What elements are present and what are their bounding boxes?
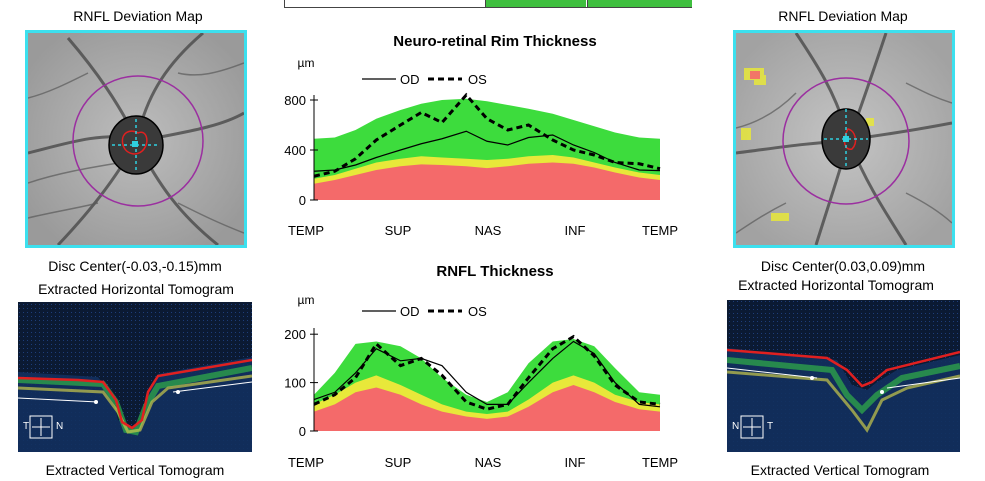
right-tomogram-image <box>727 300 960 452</box>
rnfl-xtick-label: SUP <box>385 455 412 470</box>
rim-ytick-label: 800 <box>284 93 306 108</box>
right-orientation-left: N <box>732 421 740 432</box>
left-orientation-right: N <box>56 421 64 432</box>
rim-ytick-label: 400 <box>284 143 306 158</box>
left-orientation-left: T <box>23 421 30 432</box>
rnfl-xtick-label: INF <box>565 455 586 470</box>
rnfl-xtick-label: NAS <box>475 455 502 470</box>
rim-legend-os: OS <box>468 72 487 87</box>
right-orientation-right: T <box>767 421 774 432</box>
rnfl-xtick-label: TEMP <box>642 455 678 470</box>
left-deviation-map-title: RNFL Deviation Map <box>73 8 203 24</box>
rnfl-thickness-chart: 0 100 200 µm OD OS TEMP SUP NAS INF TEMP <box>284 293 678 470</box>
top-indicator-segment-2 <box>587 0 692 7</box>
rim-y-unit: µm <box>298 56 315 70</box>
right-vertical-tomogram-label: Extracted Vertical Tomogram <box>750 462 930 478</box>
rim-xtick-label: NAS <box>475 223 502 238</box>
rnfl-ytick-label: 100 <box>284 376 306 391</box>
right-horizontal-tomogram-label: Extracted Horizontal Tomogram <box>738 277 934 293</box>
rim-ytick-label: 0 <box>299 193 306 208</box>
rim-chart-title: Neuro-retinal Rim Thickness <box>393 33 597 50</box>
right-fundus-image <box>736 33 952 245</box>
rim-outside-normal-band <box>314 162 660 200</box>
rnfl-legend-od: OD <box>400 304 420 319</box>
right-disc-center: Disc Center(0.03,0.09)mm <box>760 258 926 274</box>
top-indicator-segment-1 <box>485 0 586 7</box>
rnfl-chart-title: RNFL Thickness <box>436 263 554 280</box>
rnfl-y-unit: µm <box>298 293 315 307</box>
left-fundus-image <box>28 33 244 245</box>
rim-xtick-label: SUP <box>385 223 412 238</box>
left-horizontal-tomogram-label: Extracted Horizontal Tomogram <box>38 281 234 297</box>
rnfl-outside-normal-band <box>314 385 660 431</box>
rim-series-od <box>313 130 661 172</box>
right-horizontal-tomogram[interactable]: N T <box>727 300 960 452</box>
rnfl-ytick-label: 200 <box>284 327 306 342</box>
right-deviation-map[interactable] <box>733 30 955 248</box>
rnfl-legend-os: OS <box>468 304 487 319</box>
left-horizontal-tomogram[interactable]: T N <box>18 302 252 452</box>
left-disc-center: Disc Center(-0.03,-0.15)mm <box>48 258 222 274</box>
right-deviation-map-title: RNFL Deviation Map <box>778 8 908 24</box>
rnfl-series-os <box>313 334 661 411</box>
left-vertical-tomogram-label: Extracted Vertical Tomogram <box>45 462 225 478</box>
rnfl-xtick-label: TEMP <box>288 455 324 470</box>
rim-xtick-label: INF <box>565 223 586 238</box>
rim-xtick-label: TEMP <box>288 223 324 238</box>
rim-xtick-label: TEMP <box>642 223 678 238</box>
rim-series-os <box>313 92 661 178</box>
rim-legend-od: OD <box>400 72 420 87</box>
top-indicator-bar <box>284 0 692 8</box>
left-deviation-map[interactable] <box>25 30 247 248</box>
left-tomogram-image <box>18 302 252 452</box>
rim-thickness-chart: 0 400 800 µm OD OS TEMP SUP NAS INF TEMP <box>284 56 678 238</box>
rnfl-ytick-label: 0 <box>299 424 306 439</box>
